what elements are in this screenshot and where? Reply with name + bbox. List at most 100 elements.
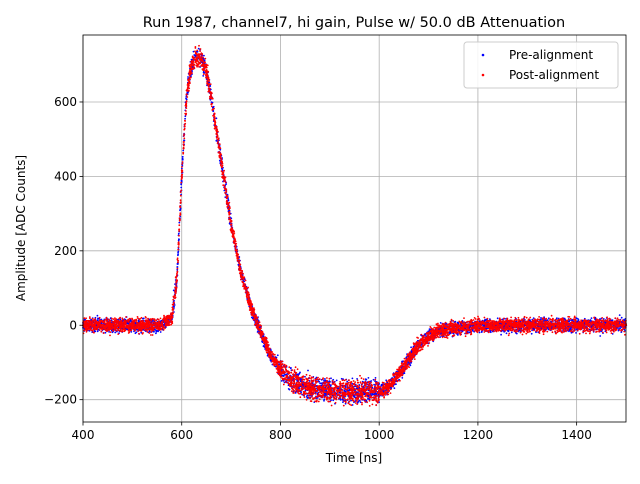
plot-area [83,35,626,422]
data-point [94,331,96,333]
data-point [361,402,363,404]
data-point [548,317,550,319]
data-point [511,331,513,333]
data-point [531,333,533,335]
data-point [178,233,180,235]
data-point [324,378,326,380]
data-point [329,380,331,382]
data-point [361,404,363,406]
data-point [105,332,107,334]
data-point [97,318,99,320]
data-point [100,331,102,333]
data-point [187,92,189,94]
data-point [487,318,489,320]
data-point [355,402,357,404]
data-point [306,395,308,397]
data-point [373,379,375,381]
data-point [367,398,369,400]
data-point [319,383,321,385]
data-point [112,331,114,333]
data-point [193,51,195,53]
data-point [440,322,442,324]
data-point [285,371,287,373]
data-point [294,390,296,392]
data-point [490,331,492,333]
data-point [365,379,367,381]
data-point [500,334,502,336]
data-point [401,377,403,379]
data-point [245,291,247,293]
data-point [323,398,325,400]
data-point [540,317,542,319]
data-point [179,210,181,212]
data-point [506,332,508,334]
data-point [178,239,180,241]
data-point [307,370,309,372]
data-point [203,55,205,57]
data-point [370,382,372,384]
data-point [235,243,237,245]
data-point [177,254,179,256]
data-point [304,376,306,378]
data-point [84,317,86,319]
data-point [183,139,185,141]
data-point [156,330,158,332]
data-point [332,399,334,401]
data-point [484,319,486,321]
data-point [340,393,342,395]
data-point [177,252,179,254]
data-point [368,377,370,379]
data-point [619,314,621,316]
data-point [575,332,577,334]
data-point [251,317,253,319]
data-point [621,317,623,319]
data-point [516,333,518,335]
data-point [340,399,342,401]
data-point [111,318,113,320]
data-point [259,321,261,323]
data-point [160,331,162,333]
data-point [288,388,290,390]
data-point [497,317,499,319]
data-point [285,381,287,383]
data-point [623,331,625,333]
data-point [135,332,137,334]
data-point [283,375,285,377]
data-point [318,381,320,383]
data-point [173,306,175,308]
data-point [182,159,184,161]
data-point [180,187,182,189]
data-point [151,331,153,333]
data-point [410,346,412,348]
data-point [394,387,396,389]
data-point [97,319,99,321]
data-point [353,380,355,382]
data-point [198,48,200,50]
data-point [180,184,182,186]
data-point [556,317,558,319]
data-point [577,318,579,320]
data-point [359,400,361,402]
data-point [216,117,218,119]
data-point [612,319,614,321]
data-point [619,328,621,330]
data-point [202,75,204,77]
data-point [373,384,375,386]
data-point [263,346,265,348]
data-point [193,54,195,56]
data-point [299,372,301,374]
data-point [184,118,186,120]
data-point [510,317,512,319]
data-point [381,384,383,386]
data-point [277,354,279,356]
data-point [350,400,352,402]
data-point [97,315,99,317]
data-point [181,180,183,182]
data-point [326,377,328,379]
data-point [552,331,554,333]
data-point [375,377,377,379]
data-point [178,222,180,224]
data-point [295,392,297,394]
